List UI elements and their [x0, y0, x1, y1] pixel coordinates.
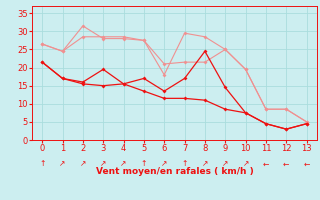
Text: ↗: ↗ [222, 159, 228, 168]
Text: ←: ← [303, 159, 310, 168]
Text: ↗: ↗ [202, 159, 208, 168]
Text: ↗: ↗ [100, 159, 106, 168]
Text: ↗: ↗ [243, 159, 249, 168]
Text: ↑: ↑ [141, 159, 147, 168]
Text: ↑: ↑ [39, 159, 45, 168]
Text: ↗: ↗ [120, 159, 127, 168]
Text: ↗: ↗ [80, 159, 86, 168]
Text: ←: ← [263, 159, 269, 168]
Text: ↗: ↗ [161, 159, 167, 168]
Text: ↗: ↗ [59, 159, 66, 168]
X-axis label: Vent moyen/en rafales ( km/h ): Vent moyen/en rafales ( km/h ) [96, 167, 253, 176]
Text: ←: ← [283, 159, 290, 168]
Text: ↑: ↑ [181, 159, 188, 168]
